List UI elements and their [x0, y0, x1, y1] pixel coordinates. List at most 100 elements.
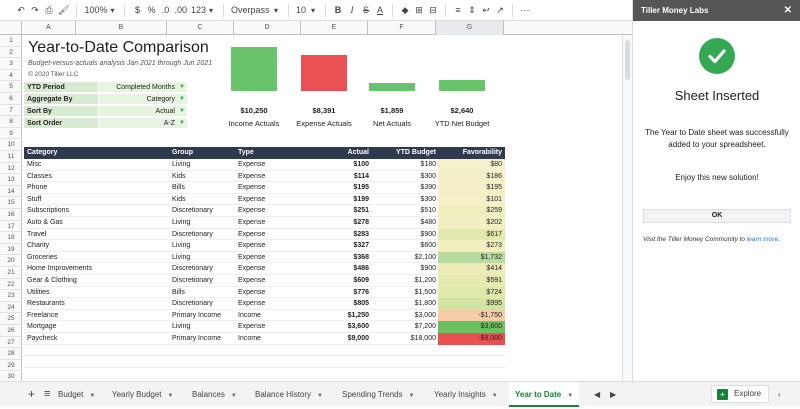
- tab-yearly-budget[interactable]: Yearly Budget ▼: [112, 390, 174, 399]
- sheet-grid[interactable]: Year-to-Date Comparison Budget-versus-ac…: [22, 35, 632, 381]
- row-header[interactable]: 18: [0, 232, 22, 244]
- more-formats-select[interactable]: 123 ▾: [191, 5, 214, 15]
- row-header[interactable]: 1: [0, 35, 22, 47]
- table-row[interactable]: Restaurants Discretionary Expense $805 $1,80…: [24, 298, 505, 310]
- add-sheet-icon[interactable]: +: [28, 387, 36, 401]
- row-header[interactable]: 14: [0, 186, 22, 198]
- column-header[interactable]: G: [436, 21, 504, 35]
- font-select[interactable]: Overpass ▾: [231, 5, 279, 15]
- row-header[interactable]: 7: [0, 105, 22, 117]
- explore-button[interactable]: + Explore: [711, 385, 769, 403]
- scroll-tabs-right-icon[interactable]: ▶: [610, 390, 617, 399]
- ok-button[interactable]: OK: [643, 209, 791, 223]
- tab-budget[interactable]: Budget ▼: [58, 390, 96, 399]
- row-header[interactable]: 19: [0, 244, 22, 256]
- row-header[interactable]: 9: [0, 128, 22, 140]
- column-header[interactable]: F: [368, 21, 436, 35]
- fill-color-icon[interactable]: ◆: [401, 4, 409, 15]
- empty-row[interactable]: [24, 356, 505, 368]
- row-header[interactable]: 20: [0, 255, 22, 267]
- row-header[interactable]: 5: [0, 81, 22, 93]
- table-row[interactable]: Stuff Kids Expense $199 $300 $101: [24, 193, 505, 206]
- table-row[interactable]: Phone Bills Expense $195 $390 $195: [24, 182, 505, 194]
- row-header[interactable]: 29: [0, 360, 22, 372]
- row-header[interactable]: 22: [0, 279, 22, 291]
- column-header[interactable]: D: [234, 21, 301, 35]
- merge-cells-icon[interactable]: ⊟: [429, 4, 437, 15]
- paint-format-icon[interactable]: 🖌: [58, 4, 70, 15]
- table-row[interactable]: Paycheck Primary Income Income $9,000 $18,00…: [24, 333, 505, 345]
- text-color-icon[interactable]: A: [377, 5, 384, 15]
- column-header[interactable]: B: [76, 21, 167, 35]
- undo-icon[interactable]: ↶: [17, 4, 25, 15]
- table-row[interactable]: Classes Kids Expense $114 $300 $186: [24, 170, 505, 183]
- tab-year-to-date[interactable]: Year to Date ▼: [509, 382, 580, 407]
- row-header[interactable]: 4: [0, 70, 22, 82]
- table-row[interactable]: Home Improvements Discretionary Expense $48…: [24, 263, 505, 275]
- bold-icon[interactable]: B: [334, 5, 342, 15]
- table-row[interactable]: Groceries Living Expense $368 $2,100 $1,732: [24, 251, 505, 264]
- row-header[interactable]: 6: [0, 93, 22, 105]
- row-header[interactable]: 10: [0, 139, 22, 151]
- row-header[interactable]: 24: [0, 302, 22, 314]
- row-header[interactable]: 26: [0, 325, 22, 337]
- table-row[interactable]: Charity Living Expense $327 $600 $273: [24, 240, 505, 252]
- empty-row[interactable]: [24, 368, 505, 380]
- row-header[interactable]: 12: [0, 163, 22, 175]
- sort-order-dropdown[interactable]: A-Z ▼: [99, 118, 187, 129]
- table-row[interactable]: Auto & Gas Living Expense $278 $480 $202: [24, 217, 505, 229]
- row-header[interactable]: 11: [0, 151, 22, 163]
- table-row[interactable]: Travel Discretionary Expense $283 $900 $617: [24, 228, 505, 241]
- scroll-tabs-left-icon[interactable]: ◀: [594, 390, 601, 399]
- more-icon[interactable]: ⋯: [520, 4, 530, 15]
- horizontal-align-icon[interactable]: ≡: [455, 5, 461, 15]
- collapse-side-panel-icon[interactable]: ‹: [778, 390, 781, 399]
- ytd-period-dropdown[interactable]: Completed Months ▼: [99, 82, 187, 93]
- tab-balance-history[interactable]: Balance History ▼: [255, 390, 323, 399]
- close-icon[interactable]: ✕: [783, 5, 792, 16]
- row-header[interactable]: 3: [0, 58, 22, 70]
- row-header[interactable]: 2: [0, 47, 22, 59]
- row-header[interactable]: 15: [0, 197, 22, 209]
- percent-format-button[interactable]: %: [147, 5, 156, 15]
- vertical-scrollbar[interactable]: [622, 35, 632, 381]
- tab-spending-trends[interactable]: Spending Trends ▼: [342, 390, 415, 399]
- row-header[interactable]: 25: [0, 313, 22, 325]
- row-header[interactable]: 27: [0, 337, 22, 349]
- row-header[interactable]: 8: [0, 116, 22, 128]
- row-header[interactable]: 28: [0, 348, 22, 360]
- redo-icon[interactable]: ↷: [31, 4, 39, 15]
- scrollbar-thumb[interactable]: [625, 40, 630, 80]
- strikethrough-icon[interactable]: S: [363, 5, 370, 15]
- column-header[interactable]: E: [301, 21, 368, 35]
- table-row[interactable]: Freelance Primary Income Income $1,250 $3,00…: [24, 309, 505, 322]
- table-row[interactable]: Misc Living Expense $100 $180 $80: [24, 159, 505, 171]
- row-header[interactable]: 17: [0, 221, 22, 233]
- aggregate-by-dropdown[interactable]: Category ▼: [99, 94, 187, 105]
- sort-by-dropdown[interactable]: Actual ▼: [99, 106, 187, 117]
- table-row[interactable]: Gear & Clothing Discretionary Expense $609 $…: [24, 275, 505, 287]
- row-header[interactable]: 21: [0, 267, 22, 279]
- table-row[interactable]: Mortgage Living Expense $3,600 $7,200 $3,600: [24, 321, 505, 333]
- text-rotation-icon[interactable]: ↗: [496, 4, 504, 15]
- print-icon[interactable]: ⎙: [45, 4, 53, 15]
- decrease-decimal-button[interactable]: .0: [161, 5, 170, 15]
- text-wrap-icon[interactable]: ↩: [482, 4, 490, 15]
- italic-icon[interactable]: I: [350, 5, 354, 15]
- font-size-select[interactable]: 10 ▾: [296, 5, 316, 15]
- select-all-corner[interactable]: [0, 21, 22, 35]
- borders-icon[interactable]: ⊞: [415, 4, 423, 15]
- row-header[interactable]: 13: [0, 174, 22, 186]
- row-header[interactable]: 16: [0, 209, 22, 221]
- tab-balances[interactable]: Balances ▼: [192, 390, 237, 399]
- table-row[interactable]: Utilities Bills Expense $776 $1,500 $724: [24, 286, 505, 299]
- row-header[interactable]: 23: [0, 290, 22, 302]
- learn-more-link[interactable]: learn more: [746, 236, 778, 243]
- increase-decimal-button[interactable]: .00: [174, 5, 187, 15]
- zoom-select[interactable]: 100% ▾: [84, 5, 115, 15]
- empty-row[interactable]: [24, 345, 505, 357]
- currency-format-button[interactable]: $: [134, 5, 140, 15]
- column-header[interactable]: A: [22, 21, 76, 35]
- tab-yearly-insights[interactable]: Yearly Insights ▼: [434, 390, 498, 399]
- vertical-align-icon[interactable]: ⇕: [468, 4, 476, 15]
